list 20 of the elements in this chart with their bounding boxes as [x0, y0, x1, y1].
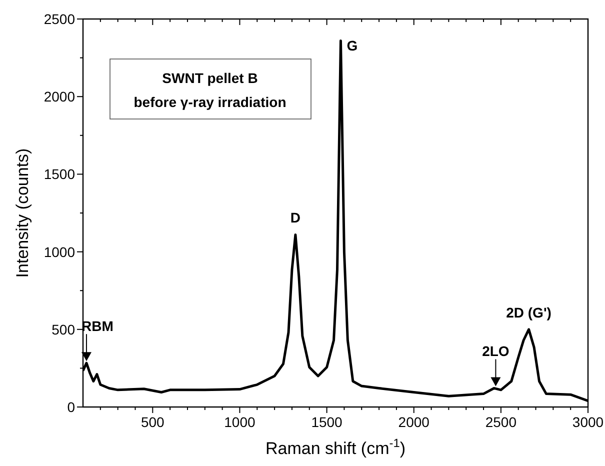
y-tick-label: 0 [67, 399, 76, 415]
x-tick-label: 500 [140, 414, 165, 430]
x-tick-label: 3000 [572, 414, 604, 430]
x-tick-label: 1500 [311, 414, 343, 430]
y-axis-title: Intensity (counts) [13, 148, 32, 278]
annotation: D [290, 210, 301, 226]
x-tick-label: 2500 [485, 414, 517, 430]
x-tick-label: 2000 [398, 414, 430, 430]
y-tick-label: 1000 [44, 244, 76, 260]
annotation: before γ-ray irradiation [134, 94, 286, 110]
y-tick-label: 500 [52, 321, 76, 338]
annotation: SWNT pellet B [162, 70, 258, 86]
x-axis-title: Raman shift (cm$^{-1}$) [266, 436, 406, 458]
y-tick-label: 2500 [44, 11, 76, 27]
x-tick-label: 1000 [224, 414, 256, 430]
annotation: 2LO [482, 343, 510, 360]
y-tick-label: 1500 [44, 166, 76, 182]
annotation: 2D (G') [506, 304, 552, 320]
y-tick-label: 2000 [44, 88, 76, 105]
annotation: G [346, 38, 358, 54]
